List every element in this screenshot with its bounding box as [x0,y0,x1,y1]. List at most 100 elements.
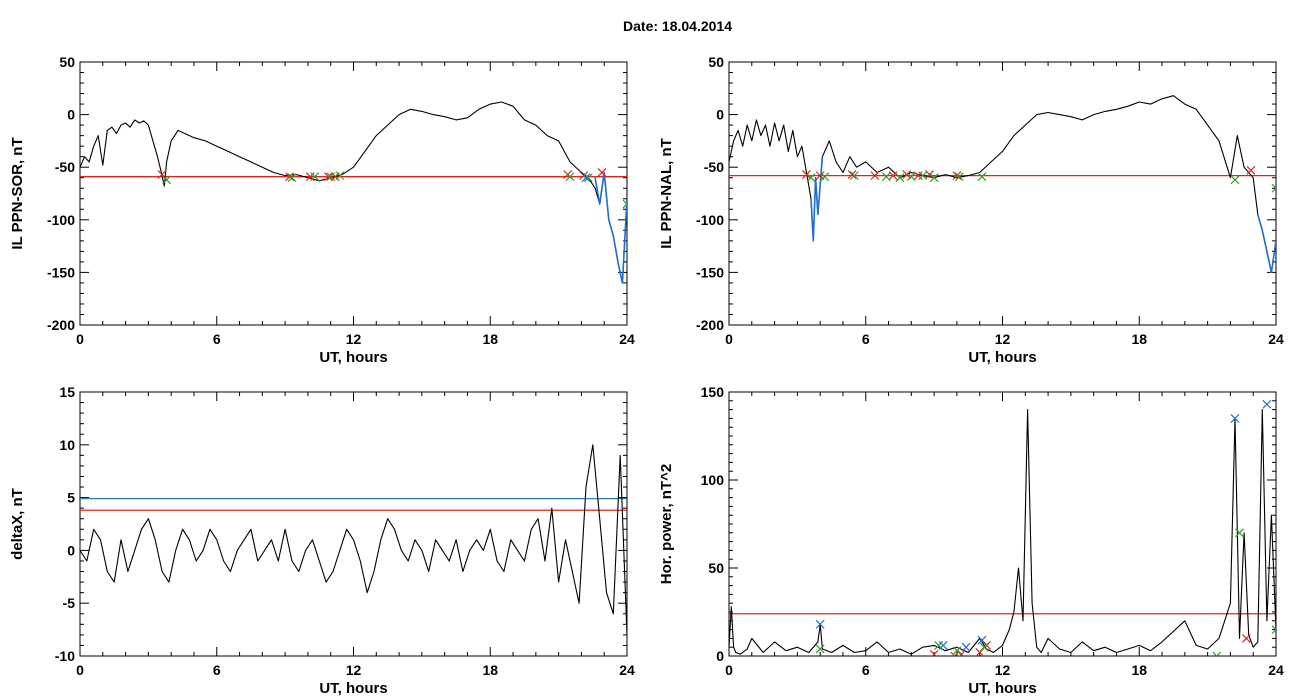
x-tick-label: 12 [995,331,1011,347]
y-tick-label: 0 [67,107,75,123]
marker-x [162,175,172,185]
x-tick-label: 18 [1131,662,1147,678]
plot-frame [79,61,628,326]
marker-x [310,172,320,182]
marker-x [622,203,627,209]
x-tick-label: 12 [346,331,362,347]
marker-x [815,644,825,654]
marker-x [1230,175,1240,185]
marker-x [1215,651,1222,656]
y-tick-label: -200 [696,317,724,333]
x-tick-label: 24 [619,662,635,678]
plot-frame [728,61,1277,326]
marker-x [952,171,962,181]
x-tick-label: 0 [725,331,733,347]
y-tick-label: 50 [59,54,75,70]
series-line [729,95,1276,273]
panel-4: 0 6 12 18 24 150 100 50 0 UT, hours Hor. power, nT… [658,384,1284,697]
marker-x [1241,633,1251,643]
y-tick-label: 50 [708,560,724,576]
series-line [810,156,824,242]
x-tick-label: 0 [76,662,84,678]
x-tick-label: 0 [725,662,733,678]
figure-title: Date: 18.04.2014 [623,18,732,34]
series-line [80,444,627,635]
x-tick-label: 6 [213,662,221,678]
x-tick-label: 12 [995,662,1011,678]
marker-x [157,170,167,179]
marker-x [895,173,905,183]
x-tick-label: 18 [482,662,498,678]
panel-1: 0 6 12 18 24 50 0 -50 -100 -150 -200 UT, hours IL PP… [9,54,635,366]
x-tick-label: 24 [1268,662,1284,678]
y-tick-label: 0 [716,107,724,123]
x-tick-label: 6 [862,662,870,678]
marker-x [1235,528,1244,538]
x-tick-label: 18 [482,331,498,347]
x-tick-label: 6 [862,331,870,347]
marker-x [849,171,859,181]
marker-x [815,619,825,629]
y-axis-label: Hor. power, nT^2 [658,464,675,584]
marker-x [583,173,593,183]
marker-x [581,173,591,183]
series-line [594,171,627,284]
panel-3: 0 6 12 18 24 15 10 5 0 -5 -10 UT, hours deltaX, nT [9,384,635,697]
x-axis-label: UT, hours [319,680,387,697]
marker-x [953,651,960,656]
marker-x [335,171,345,181]
marker-x [870,171,880,181]
marker-x [925,170,934,179]
marker-x [285,172,295,182]
marker-x [931,649,939,656]
marker-x [929,173,939,183]
marker-x [952,646,962,656]
marker-x [934,641,944,650]
marker-x [1271,628,1276,635]
x-tick-label: 6 [213,331,221,347]
plot-frame [79,391,628,657]
data-layer [80,444,627,635]
marker-x [881,172,891,182]
y-tick-label: 0 [716,648,724,664]
marker-x [906,172,916,182]
y-tick-label: -100 [47,212,75,228]
x-axis-label: UT, hours [968,349,1036,366]
marker-x [1246,165,1256,175]
panel-2: 0 6 12 18 24 50 0 -50 -100 -150 -200 UT, hours IL PP… [658,54,1284,366]
y-tick-label: -50 [704,159,724,175]
y-tick-label: -50 [55,159,75,175]
x-tick-label: 0 [76,331,84,347]
marker-x [888,171,898,181]
y-tick-label: -10 [55,648,75,664]
y-tick-label: 15 [59,384,75,400]
marker-x [1271,187,1276,193]
series-line [80,101,627,284]
marker-x [802,170,811,179]
marker-x [326,172,336,182]
y-tick-label: -100 [696,212,724,228]
marker-x [961,642,971,652]
marker-x [918,171,928,181]
y-tick-label: 150 [701,384,725,400]
marker-x [806,173,816,183]
y-axis-label: IL PPN-SOR, nT [9,137,26,249]
marker-x [820,172,830,182]
x-axis-label: UT, hours [968,680,1036,697]
x-tick-label: 18 [1131,331,1147,347]
marker-x [958,649,966,656]
data-layer [80,101,627,284]
y-tick-label: -200 [47,317,75,333]
marker-x [622,199,627,205]
marker-x [977,172,987,182]
series-line [1257,214,1276,274]
plot-frame [728,391,1277,657]
marker-x [815,171,825,181]
x-tick-label: 24 [619,331,635,347]
marker-x [1230,413,1240,423]
marker-x [977,635,987,645]
y-tick-label: 5 [67,490,75,506]
data-layer [729,399,1276,656]
marker-x [597,168,607,177]
